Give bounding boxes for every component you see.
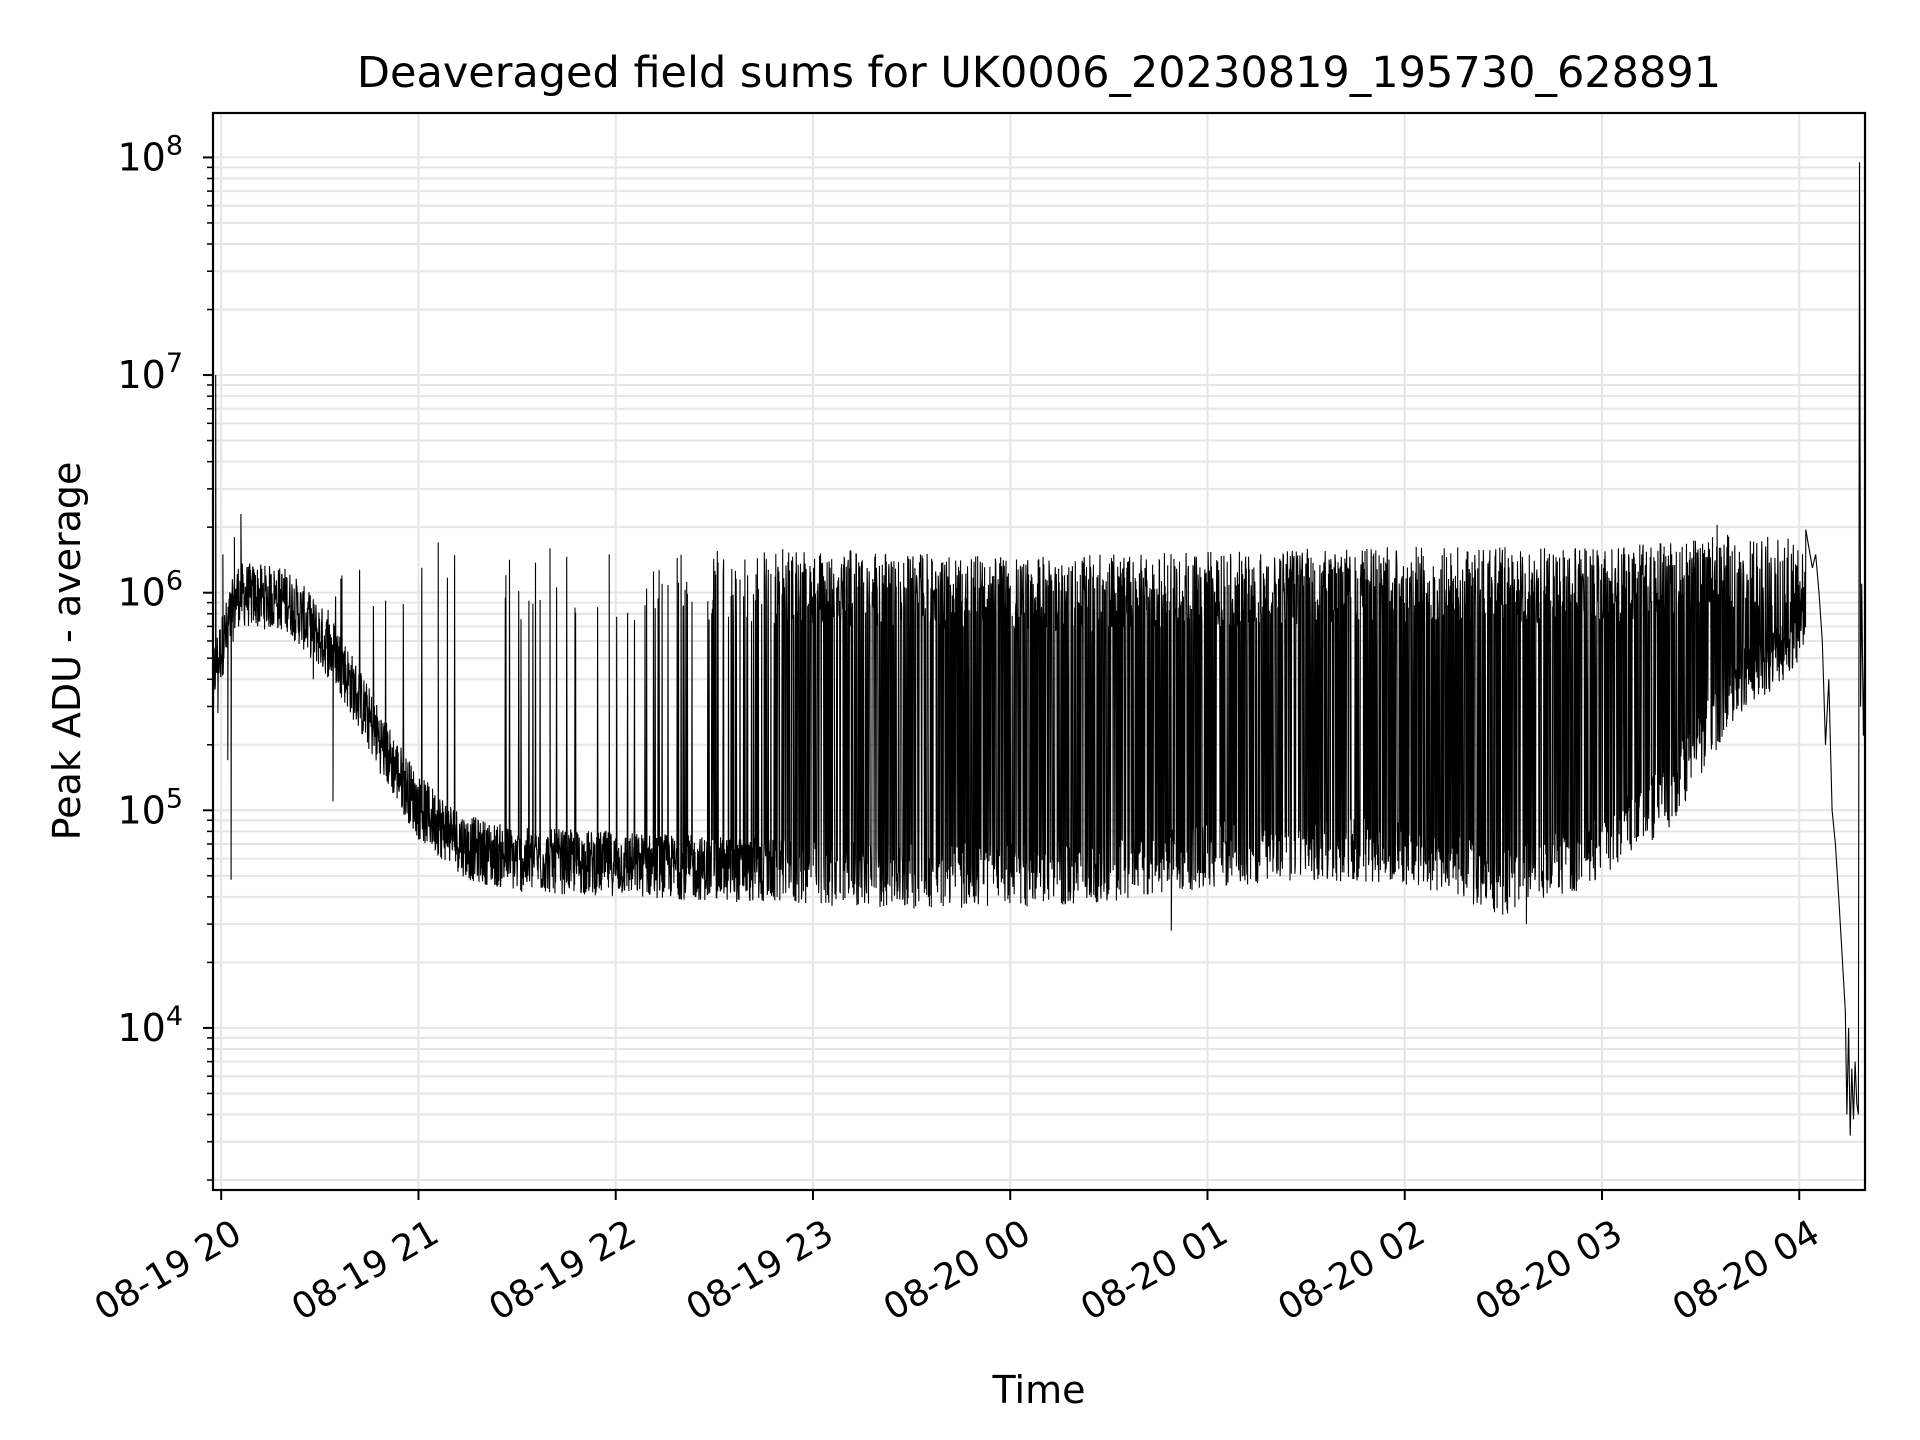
y-axis-label: Peak ADU - average <box>45 462 89 841</box>
series-line <box>212 162 1866 1136</box>
y-tick-label: 106 <box>117 566 183 615</box>
data-layer <box>212 162 1866 1136</box>
y-tick-label: 104 <box>117 1001 183 1050</box>
y-tick-label: 105 <box>117 783 183 832</box>
x-axis-label: Time <box>992 1368 1086 1412</box>
chart-title: Deaveraged field sums for UK0006_2023081… <box>357 48 1721 98</box>
y-tick-label: 108 <box>117 130 183 179</box>
plot-frame <box>211 111 1867 1192</box>
y-tick-label: 107 <box>117 348 183 397</box>
